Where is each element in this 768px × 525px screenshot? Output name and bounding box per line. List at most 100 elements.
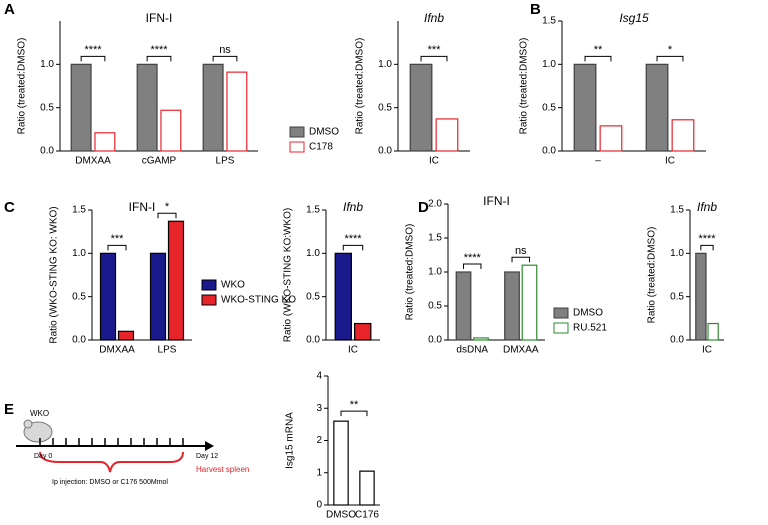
legend-label: RU.521 xyxy=(573,323,607,334)
legend-swatch xyxy=(289,141,305,153)
legend-label: WKO-STING KO xyxy=(221,295,296,306)
significance-bracket xyxy=(511,256,530,263)
x-tick-label: DMXAA xyxy=(75,156,111,167)
significance-bracket xyxy=(157,212,177,219)
panel-letter: E xyxy=(4,401,14,418)
bar xyxy=(435,118,459,152)
y-axis-label: Ratio (treated:DMSO) xyxy=(17,38,28,135)
bar xyxy=(333,420,349,506)
y-tick-label: 0.5 xyxy=(378,102,392,113)
y-tick-label: 1.5 xyxy=(306,205,320,216)
significance-bracket xyxy=(107,244,127,251)
bar xyxy=(707,322,719,341)
x-tick-label: C176 xyxy=(355,510,379,520)
bar xyxy=(671,119,695,152)
x-tick-label: IC xyxy=(665,156,675,167)
y-tick-label: 1.0 xyxy=(378,59,392,70)
mouse-ear xyxy=(23,419,33,429)
y-tick-label: 3 xyxy=(316,403,322,414)
x-tick-label: dsDNA xyxy=(456,345,488,356)
bar xyxy=(117,330,135,341)
bar xyxy=(160,109,182,152)
bar xyxy=(136,63,158,152)
y-tick-label: 0.0 xyxy=(670,335,684,346)
y-tick-label: 1 xyxy=(316,467,322,478)
bar xyxy=(354,322,372,341)
y-axis-label: Isg15 mRNA xyxy=(285,412,296,469)
significance-label: ** xyxy=(594,44,603,56)
significance-label: ns xyxy=(515,245,527,257)
significance-bracket xyxy=(584,55,612,62)
panel-letter: A xyxy=(4,1,15,18)
y-axis-label: Ratio (WKO-STING KO:WKO) xyxy=(283,208,294,342)
x-tick-label: IC xyxy=(702,345,712,356)
y-tick-label: 1.0 xyxy=(542,59,556,70)
significance-label: **** xyxy=(150,44,168,56)
bar xyxy=(504,271,520,341)
panel-letter: D xyxy=(418,199,429,216)
significance-bracket xyxy=(80,55,106,62)
y-tick-label: 1.0 xyxy=(40,59,54,70)
y-tick-label: 1.5 xyxy=(542,16,556,27)
y-tick-label: 0.0 xyxy=(72,335,86,346)
y-tick-label: 0.5 xyxy=(306,291,320,302)
x-tick-label: DMSO xyxy=(326,510,356,520)
significance-bracket xyxy=(656,55,684,62)
y-tick-label: 0.0 xyxy=(306,335,320,346)
legend-swatch xyxy=(289,126,305,138)
bar xyxy=(167,220,185,341)
x-tick-label: – xyxy=(595,156,601,167)
bar xyxy=(695,252,707,341)
bar xyxy=(226,71,248,152)
significance-label: *** xyxy=(111,233,125,245)
significance-label: **** xyxy=(464,252,482,264)
panel-letter: C xyxy=(4,199,15,216)
significance-label: * xyxy=(668,44,673,56)
mouse-label: WKO xyxy=(30,409,49,418)
legend-label: DMSO xyxy=(309,127,339,138)
timeline-diagram: WKO Day 0 Day 12 Ip injection: DMSO or C… xyxy=(16,409,249,486)
bar xyxy=(334,252,352,341)
injection-brace xyxy=(39,451,184,473)
legend-swatch xyxy=(553,307,569,319)
y-tick-label: 0.0 xyxy=(40,146,54,157)
significance-label: **** xyxy=(344,233,362,245)
legend-swatch xyxy=(201,279,217,291)
harvest-label: Harvest spleen xyxy=(196,465,249,474)
y-tick-label: 1.0 xyxy=(670,248,684,259)
injection-label: Ip injection: DMSO or C176 500Mmol xyxy=(52,479,168,486)
chart-title: Ifnb xyxy=(697,200,717,214)
legend-label: C178 xyxy=(309,142,333,153)
x-tick-label: LPS xyxy=(158,345,177,356)
significance-bracket xyxy=(420,55,448,62)
y-tick-label: 1.5 xyxy=(670,205,684,216)
significance-label: **** xyxy=(84,44,102,56)
legend-swatch xyxy=(553,322,569,334)
arrow-head xyxy=(205,441,214,451)
significance-label: ns xyxy=(219,44,231,56)
y-tick-label: 1.0 xyxy=(306,248,320,259)
bar xyxy=(409,63,433,152)
y-tick-label: 0.5 xyxy=(72,291,86,302)
y-axis-label: Ratio (WKO-STING KO: WKO) xyxy=(49,206,60,343)
y-tick-label: 1.5 xyxy=(72,205,86,216)
y-tick-label: 1.5 xyxy=(428,233,442,244)
chart-title: Ifnb xyxy=(343,200,363,214)
x-tick-label: IC xyxy=(348,345,358,356)
bar xyxy=(149,252,167,341)
x-tick-label: LPS xyxy=(216,156,235,167)
y-tick-label: 0.0 xyxy=(428,335,442,346)
y-tick-label: 2 xyxy=(316,435,322,446)
bar xyxy=(573,63,597,152)
bar xyxy=(599,125,623,152)
y-axis-label: Ratio (treated:DMSO) xyxy=(519,38,530,135)
start-label: Day 0 xyxy=(34,453,52,460)
bar xyxy=(473,337,489,341)
chart-title: Isg15 xyxy=(619,11,649,25)
y-tick-label: 0.0 xyxy=(378,146,392,157)
y-tick-label: 1.0 xyxy=(428,267,442,278)
significance-bracket xyxy=(700,244,714,251)
bar xyxy=(521,264,538,341)
significance-label: * xyxy=(165,201,170,213)
